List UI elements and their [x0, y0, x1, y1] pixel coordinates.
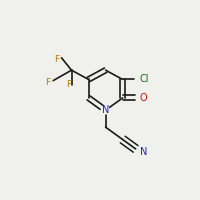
Text: F: F [66, 80, 72, 89]
Text: O: O [140, 93, 147, 103]
Text: N: N [102, 105, 109, 115]
Text: F: F [45, 78, 50, 87]
Text: Cl: Cl [140, 74, 149, 84]
Text: F: F [54, 55, 59, 64]
Text: N: N [140, 147, 147, 157]
